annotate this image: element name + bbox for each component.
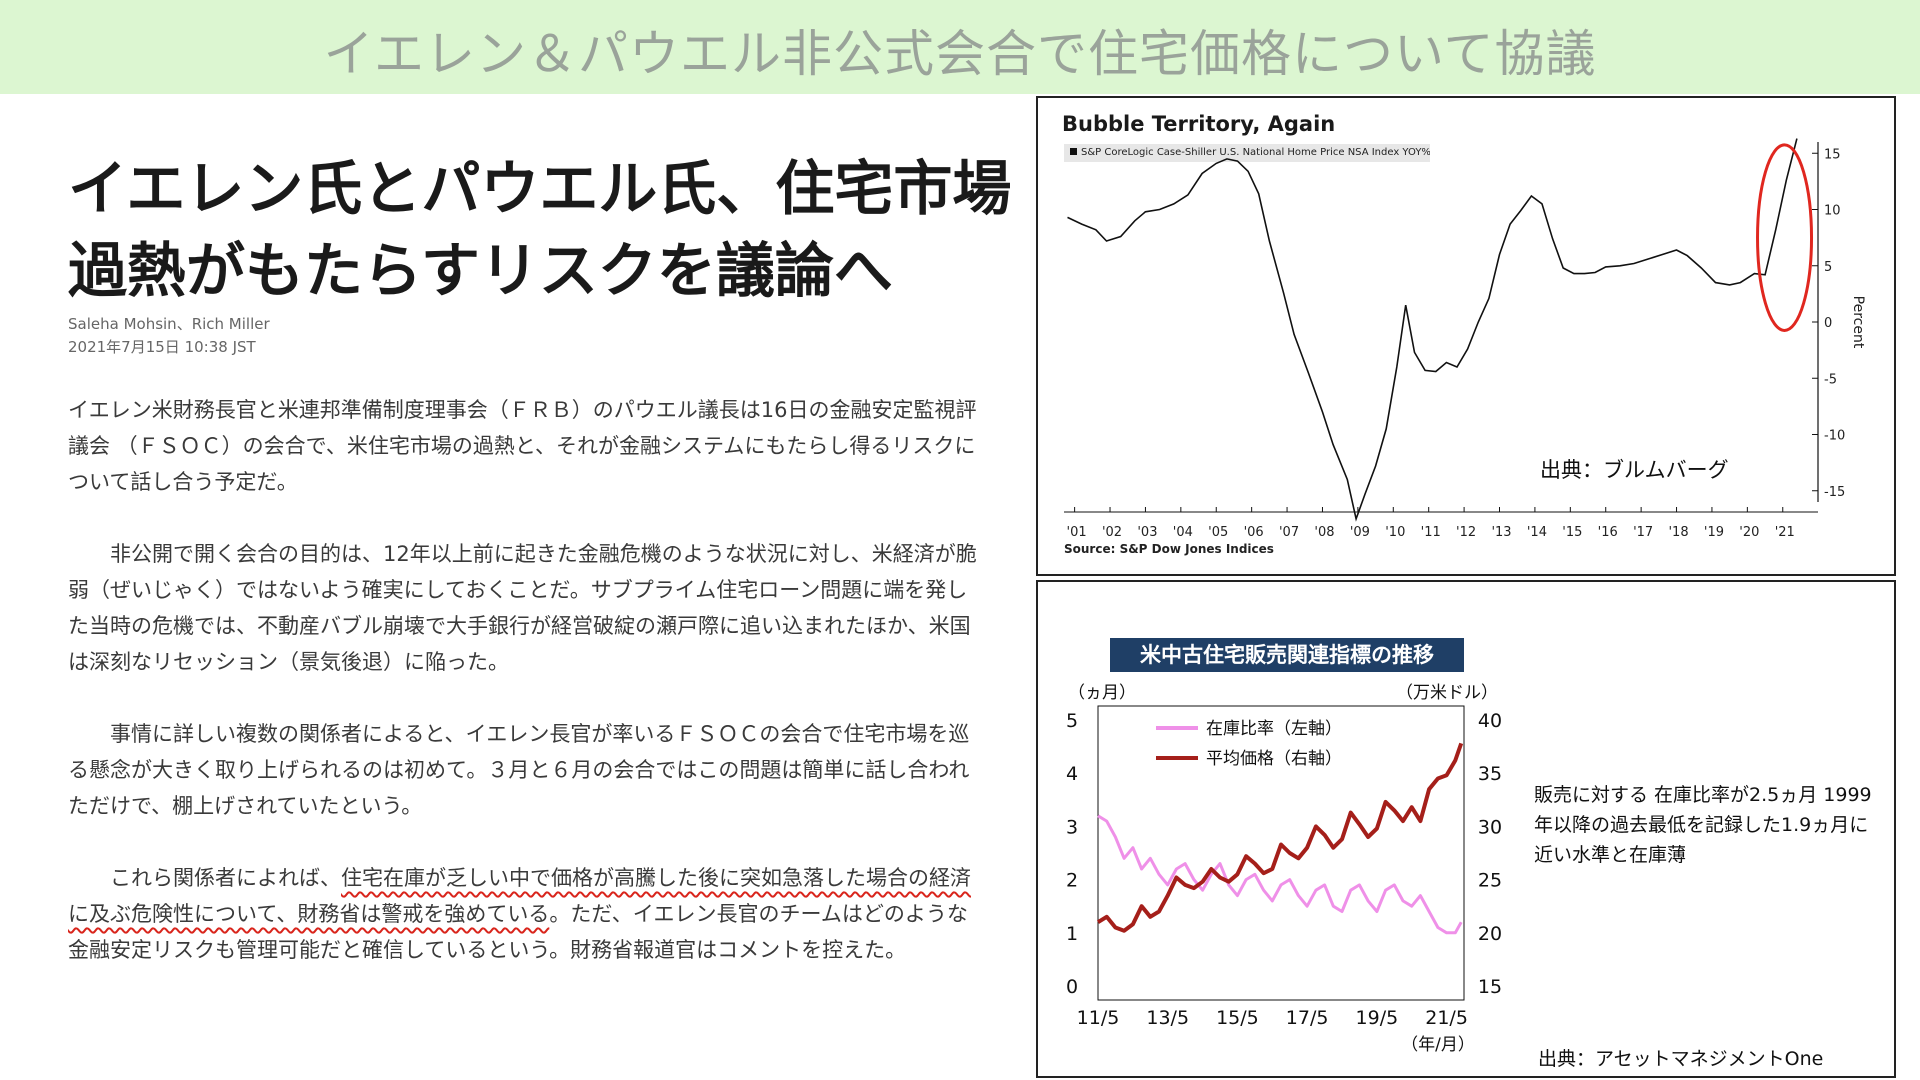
y-left-tick-label: 5 — [1066, 710, 1078, 732]
series-line-average-price — [1096, 742, 1464, 933]
x-tick-label: '16 — [1598, 525, 1618, 540]
banner-title: イエレン＆パウエル非公式会合で住宅価格について協議 — [323, 25, 1597, 83]
article-headline: イエレン氏とパウエル氏、住宅市場 過熱がもたらすリスクを議論へ — [68, 148, 1028, 312]
x-tick-label: '11 — [1421, 525, 1441, 540]
headline-line-1: イエレン氏とパウエル氏、住宅市場 — [68, 154, 1012, 223]
chart-title-badge: 米中古住宅販売関連指標の推移 — [1110, 638, 1464, 672]
chart-source-note: Source: S&P Dow Jones Indices — [1064, 542, 1274, 556]
x-tick-label: '05 — [1208, 525, 1228, 540]
chart-side-note: 販売に対する 在庫比率が2.5ヵ月 1999年以降の過去最低を記録した1.9ヵ月… — [1534, 784, 1872, 866]
chart-title: Bubble Territory, Again — [1062, 112, 1336, 136]
x-tick-label: '20 — [1739, 525, 1759, 540]
y-left-tick-label: 1 — [1066, 923, 1078, 945]
x-tick-label: '09 — [1350, 525, 1370, 540]
y-right-tick-label: 15 — [1478, 976, 1502, 998]
series-line-inventory-ratio — [1097, 814, 1463, 935]
y-left-tick-label: 3 — [1066, 816, 1078, 838]
paragraph-1: イエレン米財務長官と米連邦準備制度理事会（ＦＲＢ）のパウエル議長は16日の金融安… — [68, 398, 977, 494]
x-tick-label: '03 — [1137, 525, 1157, 540]
x-tick-label: '17 — [1633, 525, 1653, 540]
y-right-tick-label: 40 — [1478, 710, 1502, 732]
x-tick-label: 19/5 — [1356, 1007, 1399, 1029]
legend-label: S&P CoreLogic Case-Shiller U.S. National… — [1081, 147, 1430, 158]
x-tick-label: '15 — [1562, 525, 1582, 540]
x-tick-label: '02 — [1102, 525, 1122, 540]
x-axis-label: （年/月） — [1401, 1035, 1475, 1055]
y-left-tick-label: 4 — [1066, 763, 1078, 785]
x-tick-label: '21 — [1775, 525, 1795, 540]
chart-legend: S&P CoreLogic Case-Shiller U.S. National… — [1064, 144, 1430, 162]
x-tick-label: 15/5 — [1216, 1007, 1259, 1029]
y-right-tick-label: 35 — [1478, 763, 1502, 785]
y-tick-label: 15 — [1824, 147, 1841, 162]
paragraph-2: 非公開で開く会合の目的は、12年以上前に起きた金融危機のような状況に対し、米経済… — [68, 542, 977, 674]
plot-frame — [1097, 705, 1465, 1001]
y-tick-label: 10 — [1824, 204, 1841, 219]
top-banner: イエレン＆パウエル非公式会合で住宅価格について協議 — [0, 0, 1920, 94]
byline: Saleha Mohsin、Rich Miller 2021年7月15日 10:… — [68, 313, 270, 359]
legend-swatch — [1070, 148, 1077, 155]
highlighted-sentence: 住宅在庫が乏しい中で価格が高騰した後に突如急落した場合の経済に及ぶ危険性について… — [68, 866, 971, 926]
x-tick-label: '12 — [1456, 525, 1476, 540]
x-tick-label: '06 — [1244, 525, 1264, 540]
x-tick-label: '14 — [1527, 525, 1547, 540]
y-right-tick-label: 30 — [1478, 816, 1502, 838]
existing-home-dual-axis-chart: （ヵ月） （万米ドル） 0 1 2 3 4 5 15 20 25 30 35 40 11/5 13/5 15/5… — [1066, 683, 1502, 1055]
highlight-ellipse — [1756, 143, 1814, 332]
article-body: イエレン米財務長官と米連邦準備制度理事会（ＦＲＢ）のパウエル議長は16日の金融安… — [68, 392, 988, 1004]
paragraph-3: 事情に詳しい複数の関係者によると、イエレン長官が率いるＦＳＯＣの会合で住宅市場を… — [68, 722, 970, 818]
x-tick-label: '13 — [1491, 525, 1511, 540]
x-tick-label: '10 — [1385, 525, 1405, 540]
x-tick-label: 11/5 — [1077, 1007, 1120, 1029]
y-right-unit: （万米ドル） — [1396, 683, 1498, 703]
x-tick-label: '19 — [1704, 525, 1724, 540]
y-tick-label: -15 — [1824, 485, 1845, 500]
legend-label: 平均価格（右軸） — [1206, 749, 1342, 769]
y-right-tick-label: 20 — [1478, 923, 1502, 945]
legend-label: 在庫比率（左軸） — [1206, 719, 1342, 739]
paragraph-4-start: これら関係者によれば、 — [110, 866, 341, 890]
y-left-tick-label: 0 — [1066, 976, 1078, 998]
y-tick-label: -10 — [1824, 429, 1845, 444]
y-left-tick-label: 2 — [1066, 870, 1078, 892]
case-shiller-line-chart: 15 10 5 0 -5 -10 -15 Percent '01 '02 '03 '04 '05 '06 '… — [1064, 138, 1866, 540]
headline-line-2: 過熱がもたらすリスクを議論へ — [68, 236, 893, 305]
x-tick-label: 17/5 — [1286, 1007, 1329, 1029]
x-tick-label: '08 — [1314, 525, 1334, 540]
y-right-tick-label: 25 — [1478, 870, 1502, 892]
x-tick-label: 13/5 — [1146, 1007, 1189, 1029]
paragraph-4-end: 。ただ、イエレン長官のチームはどのような金融安定リスクも管理可能だと確信している… — [68, 902, 968, 962]
publish-date: 2021年7月15日 10:38 JST — [68, 338, 256, 356]
chart-case-shiller-panel: Bubble Territory, Again S&P CoreLogic Ca… — [1036, 96, 1896, 576]
y-tick-label: 5 — [1824, 260, 1832, 275]
x-tick-label: '01 — [1067, 525, 1087, 540]
paragraph-4: これら関係者によれば、住宅在庫が乏しい中で価格が高騰した後に突如急落した場合の経… — [68, 860, 988, 968]
x-tick-label: '04 — [1173, 525, 1193, 540]
chart-attribution: 出典：ブルムバーグ — [1540, 458, 1729, 482]
x-tick-label: '07 — [1279, 525, 1299, 540]
author-names: Saleha Mohsin、Rich Miller — [68, 315, 270, 333]
chart-existing-home-panel: 米中古住宅販売関連指標の推移 （ヵ月） （万米ドル） 0 1 2 3 4 5 15 20 25 30 3… — [1036, 580, 1896, 1078]
y-tick-label: -5 — [1824, 372, 1837, 387]
y-axis-label: Percent — [1850, 296, 1866, 349]
chart-attribution: 出典：アセットマネジメントOne — [1538, 1048, 1824, 1070]
series-line-yoy — [1067, 138, 1798, 522]
y-tick-label: 0 — [1824, 316, 1832, 331]
x-tick-label: '18 — [1668, 525, 1688, 540]
x-tick-label: 21/5 — [1425, 1007, 1468, 1029]
y-left-unit: （ヵ月） — [1068, 683, 1136, 703]
